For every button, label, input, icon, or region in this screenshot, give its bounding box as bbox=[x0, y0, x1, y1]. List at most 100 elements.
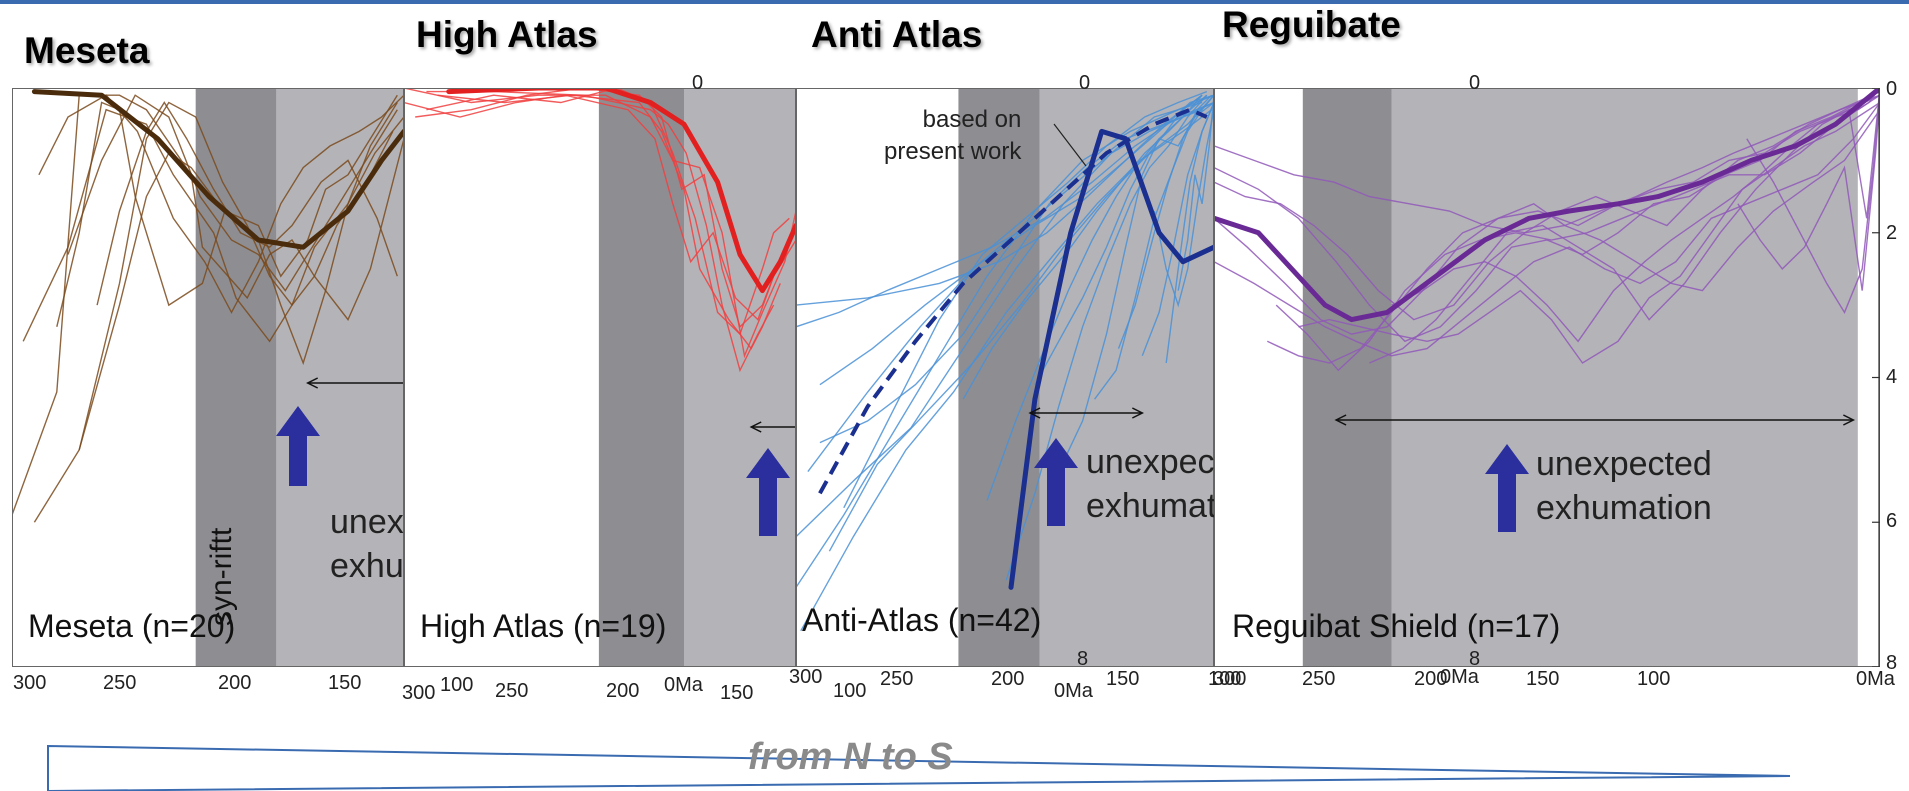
x-tick: 100 bbox=[1637, 668, 1671, 690]
y-tick: 0 bbox=[1886, 78, 1898, 100]
meseta-unexpected-line1: unexpected bbox=[330, 503, 404, 541]
reguibat-main-path bbox=[1214, 88, 1880, 323]
high-atlas-arrow-head bbox=[749, 421, 762, 433]
meseta-exhumation-up-arrow bbox=[276, 406, 320, 486]
top-tick: 0 bbox=[1469, 72, 1481, 94]
anti-atlas-series-line-9 bbox=[796, 94, 1214, 306]
high-atlas-panel-label: High Atlas (n=19) bbox=[420, 608, 667, 644]
x-tick: 100 bbox=[1208, 668, 1242, 690]
anti-atlas-main-path bbox=[1008, 128, 1214, 590]
meseta-arrow-head bbox=[306, 377, 319, 389]
x-tick: 300 bbox=[13, 672, 47, 694]
reguibat-unexpected-line2: exhumation bbox=[1536, 489, 1712, 527]
anti-atlas-series-line-0 bbox=[796, 94, 1214, 588]
bottom-tick: 8 bbox=[1077, 648, 1089, 670]
x-tick: 150 bbox=[1526, 668, 1560, 690]
anti-atlas-title: Anti Atlas bbox=[811, 14, 983, 55]
reguibat-series-line-11 bbox=[1746, 88, 1880, 314]
reguibat-post-rift-band bbox=[1391, 88, 1858, 667]
meseta-syn-rift-band bbox=[195, 88, 277, 667]
reguibat-arrow-head bbox=[1334, 414, 1347, 426]
meseta-post-rift-band bbox=[276, 88, 404, 667]
anti-atlas-unexpected-line1: unexpected bbox=[1086, 443, 1214, 481]
x-tick: 300 bbox=[789, 666, 823, 688]
reguibat-exhumation-up-arrow bbox=[1485, 444, 1529, 532]
anti-atlas-unexpected-label: unexpected exhumation bbox=[1086, 440, 1214, 528]
reguibat-series-line-5 bbox=[1214, 94, 1880, 321]
x-tick: 150 bbox=[1106, 668, 1140, 690]
x-tick: 0Ma bbox=[1856, 668, 1895, 690]
x-tick: 200 bbox=[1414, 668, 1448, 690]
anti-atlas-panel-label: Anti-Atlas (n=42) bbox=[802, 602, 1042, 638]
x-tick: 250 bbox=[495, 680, 529, 702]
reguibat-syn-rift-band bbox=[1302, 88, 1392, 667]
high-atlas-series-line-5 bbox=[426, 90, 775, 373]
high-atlas-main-path bbox=[446, 88, 796, 294]
reguibat-series-line-9 bbox=[1369, 88, 1880, 364]
high-atlas-series-line-4 bbox=[404, 94, 796, 321]
meseta-series-line-4 bbox=[67, 94, 398, 292]
y-tick: 8 bbox=[1886, 652, 1898, 674]
x-tick: 250 bbox=[103, 672, 137, 694]
meseta-main-path bbox=[31, 89, 404, 250]
annotation-line2: present work bbox=[884, 138, 1022, 165]
anti-atlas-series-line-4 bbox=[796, 101, 1214, 328]
y-tick: 6 bbox=[1886, 510, 1898, 532]
x-tick: 150 bbox=[720, 682, 754, 704]
anti-atlas-arrow-head bbox=[1132, 407, 1145, 419]
top-tick: 0 bbox=[692, 72, 704, 94]
y-tick: 4 bbox=[1886, 366, 1898, 388]
meseta-unexpected-label: unexpected exhumation bbox=[330, 500, 404, 588]
anti-atlas-series-line-19 bbox=[1153, 109, 1214, 308]
reguibat-unexpected-line1: unexpected bbox=[1536, 445, 1712, 483]
reguibat-series-line-4 bbox=[1275, 88, 1880, 372]
anti-atlas-syn-rift-band bbox=[958, 88, 1040, 667]
high-atlas-series-line-0 bbox=[404, 88, 796, 359]
top-accent-bar bbox=[0, 0, 1909, 4]
high-atlas-series-line-3 bbox=[415, 88, 786, 329]
reguibat-series-line-2 bbox=[1214, 102, 1880, 357]
meseta-series-line-2 bbox=[33, 101, 394, 523]
bottom-tick: 8 bbox=[1469, 648, 1481, 670]
reguibat-series-line-6 bbox=[1214, 90, 1880, 234]
x-tick: 100 bbox=[833, 680, 867, 702]
anti-atlas-series-line-6 bbox=[828, 94, 1214, 552]
x-tick: 100 bbox=[440, 674, 474, 696]
anti-atlas-series-line-18 bbox=[1165, 102, 1214, 364]
meseta-plot-svg bbox=[12, 88, 404, 667]
based-on-annotation: based on present work bbox=[884, 104, 1021, 168]
meseta-chart: syn-riftt unexpected exhumation Meseta (… bbox=[12, 88, 404, 667]
reguibat-series-line-0 bbox=[1214, 94, 1880, 335]
reguibat-plot-svg bbox=[1214, 88, 1880, 667]
anti-atlas-dashed-path bbox=[818, 107, 1208, 495]
x-tick: 0Ma bbox=[1440, 666, 1479, 688]
high-atlas-exhumation-up-arrow bbox=[746, 448, 790, 536]
reguibat-unexpected-label: unexpected exhumation bbox=[1536, 442, 1712, 530]
anti-atlas-exhumation-up-arrow bbox=[1034, 438, 1078, 526]
high-atlas-panel-frame bbox=[404, 88, 796, 667]
from-n-to-s-label: from N to S bbox=[748, 736, 953, 778]
x-tick: 0Ma bbox=[1054, 680, 1093, 702]
anti-atlas-panel-frame bbox=[796, 88, 1214, 667]
reguibat-arrow-head bbox=[1843, 414, 1856, 426]
meseta-title: Meseta bbox=[24, 30, 150, 71]
reguibat-series-line-10 bbox=[1737, 95, 1880, 291]
anti-atlas-series-line-2 bbox=[796, 101, 1203, 538]
reguibat-series-line-8 bbox=[1391, 94, 1880, 343]
anti-atlas-series-line-11 bbox=[986, 94, 1203, 501]
x-tick: 300 bbox=[402, 682, 436, 704]
top-tick: 0 bbox=[1079, 72, 1091, 94]
anti-atlas-arrow-head bbox=[1028, 407, 1041, 419]
x-tick: 200 bbox=[218, 672, 252, 694]
meseta-unexpected-line2: exhumation bbox=[330, 547, 404, 585]
high-atlas-plot-svg bbox=[404, 88, 796, 667]
reguibate-title: Reguibate bbox=[1222, 4, 1401, 45]
x-tick: 200 bbox=[606, 680, 640, 702]
reguibat-chart: unexpected exhumation Reguibat Shield (n… bbox=[1214, 88, 1880, 667]
meseta-panel-frame bbox=[12, 88, 404, 667]
x-tick: 250 bbox=[880, 668, 914, 690]
anti-atlas-annotation-leader bbox=[1053, 123, 1087, 167]
anti-atlas-series-line-8 bbox=[843, 90, 1208, 509]
x-tick: 0Ma bbox=[664, 674, 703, 696]
meseta-panel-label: Meseta (n=20) bbox=[28, 608, 236, 644]
